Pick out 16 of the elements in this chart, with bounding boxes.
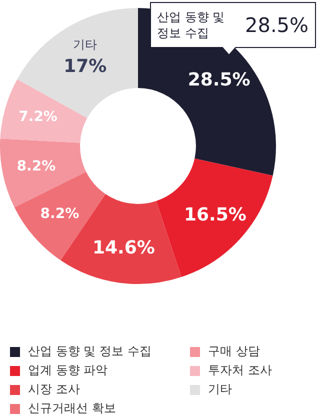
data-label: 28.5% <box>188 70 250 91</box>
legend-label: 산업 동향 및 정보 수집 <box>28 343 152 360</box>
text: 28.5% <box>245 13 309 37</box>
legend-label: 투자처 조사 <box>208 362 272 379</box>
legend-label: 신규거래선 확보 <box>28 400 116 417</box>
data-label: 기타 17% <box>64 38 107 78</box>
legend-label: 기타 <box>208 381 232 398</box>
data-label: 8.2% <box>40 206 80 222</box>
legend-label: 시장 조사 <box>28 381 80 398</box>
data-label: 16.5% <box>184 204 246 226</box>
legend-label: 구매 상담 <box>208 343 260 360</box>
data-label: 8.2% <box>16 158 56 175</box>
data-label: 7.2% <box>18 109 58 125</box>
data-label: 14.6% <box>92 238 155 259</box>
legend-label: 업계 동향 파악 <box>28 362 108 379</box>
text: 산업 동향 및 정보 수집 <box>157 9 226 41</box>
